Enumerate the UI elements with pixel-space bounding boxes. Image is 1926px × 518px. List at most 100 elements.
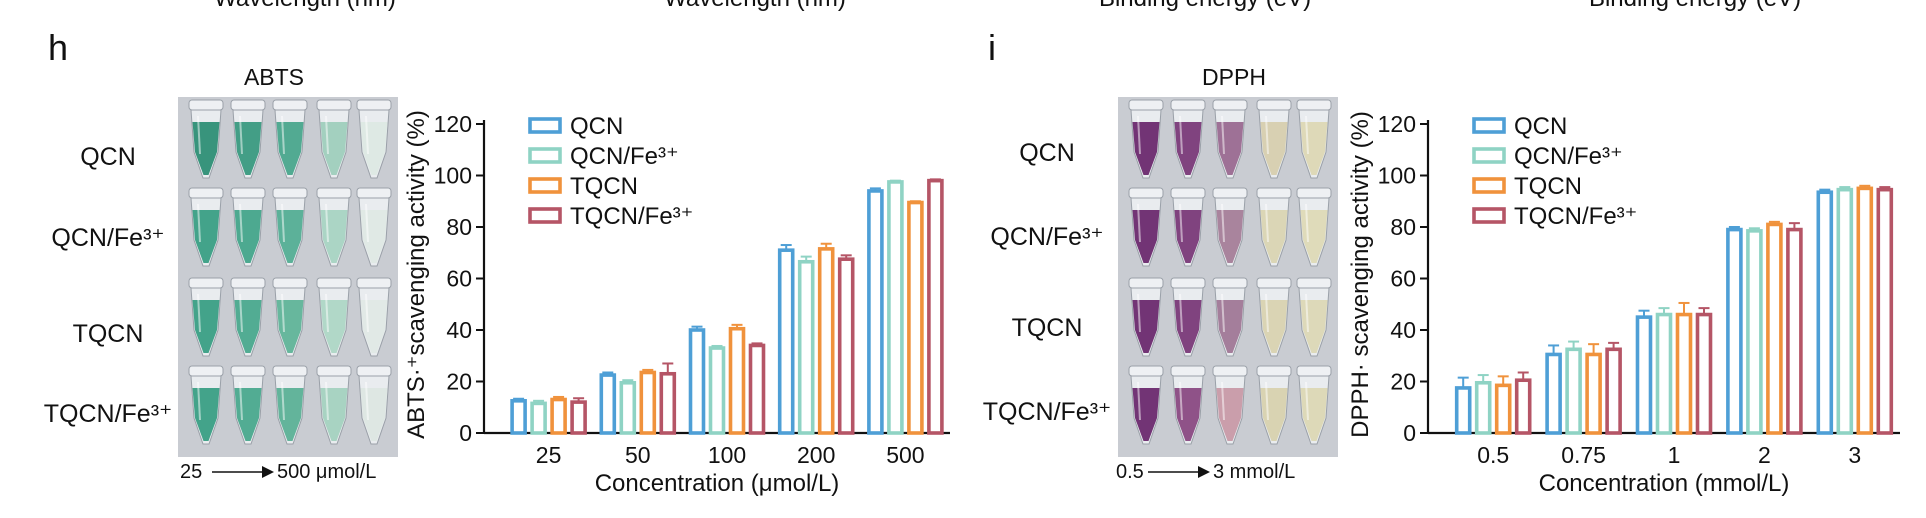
x-tick-label: 1 [1668, 442, 1681, 468]
dpph-tube-r1-c2 [1170, 99, 1206, 179]
bar-1-0.75 [1545, 352, 1562, 435]
row-label-qcn: QCN [1019, 139, 1075, 167]
abts-tube-r4-c5 [356, 365, 392, 445]
bar-2-1 [1655, 312, 1673, 435]
bar-2-25 [530, 401, 547, 435]
bar-3-25 [550, 397, 567, 435]
dpph-tube-r3-c1 [1128, 277, 1164, 357]
y-tick-label: 120 [434, 111, 472, 137]
dpph-tube-r1-c4 [1256, 99, 1292, 179]
dpph-tube-r1-c5 [1296, 99, 1332, 179]
abts-tube-r2-c2 [230, 187, 266, 267]
legend-label: TQCN [570, 173, 638, 200]
photo-title-dpph: DPPH [1202, 64, 1266, 90]
bar-1-25 [510, 399, 527, 435]
dpph-tube-r4-c5 [1296, 365, 1332, 445]
bar-1-500 [867, 189, 884, 435]
bar-1-2 [1726, 227, 1743, 435]
abts-tube-r1-c4 [316, 99, 352, 179]
y-tick-label: 60 [446, 266, 472, 292]
range-start-h: 25 [180, 461, 202, 483]
dpph-tube-r1-c1 [1128, 99, 1164, 179]
abts-tube-r3-c1 [188, 277, 224, 357]
range-start-i: 0.5 [1116, 461, 1144, 483]
legend-entry-3: TQCN [528, 173, 638, 200]
bar-2-3 [1836, 187, 1854, 435]
legend-swatch [1472, 147, 1506, 164]
bar-2-50 [619, 380, 637, 435]
range-end-h: 500 μmol/L [277, 461, 376, 483]
bar-3-500 [907, 200, 924, 435]
dpph-tube-r2-c3 [1212, 187, 1248, 267]
legend-label: TQCN [1514, 173, 1582, 200]
y-tick-label: 20 [1390, 369, 1416, 395]
y-tick-label: 100 [1378, 163, 1416, 189]
legend-swatch [528, 147, 562, 164]
x-tick-label: 100 [708, 442, 746, 468]
legend-entry-1: QCN [1472, 113, 1567, 140]
dpph-tube-r3-c2 [1170, 277, 1206, 357]
bar-3-0.5 [1494, 383, 1512, 435]
legend-label: QCN [1514, 113, 1567, 140]
row-label-tqcn-fe: TQCN/Fe³⁺ [983, 398, 1111, 426]
dpph-tube-r2-c2 [1170, 187, 1206, 267]
bar-1-50 [599, 373, 617, 435]
x-tick-label: 500 [886, 442, 924, 468]
panel-i: i DPPH QCN QCN/Fe³⁺ TQCN TQCN/Fe³⁺ 0.5 3… [983, 27, 1900, 497]
bar-3-100 [728, 326, 746, 435]
dpph-tube-r4-c1 [1128, 365, 1164, 445]
y-tick-label: 100 [434, 163, 472, 189]
photo-title-abts: ABTS [244, 64, 304, 90]
bar-1-3 [1816, 190, 1834, 435]
panel-h: h ABTS QCN QCN/Fe³⁺ TQCN TQCN/Fe³⁺ 25 50… [44, 27, 950, 497]
y-tick-label: 20 [446, 369, 472, 395]
legend-swatch [528, 177, 562, 194]
bar-3-200 [817, 247, 835, 435]
top-fragment-2: Wavelength (nm) [664, 0, 846, 12]
y-tick-label: 40 [1390, 317, 1416, 343]
x-tick-label: 2 [1758, 442, 1771, 468]
x-axis-label: Concentration (μmol/L) [595, 470, 840, 497]
photo-row-labels-h: QCN QCN/Fe³⁺ TQCN TQCN/Fe³⁺ [44, 143, 172, 428]
legend-entry-2: QCN/Fe³⁺ [528, 143, 679, 170]
chart-abts: 0 20 40 60 80 100 120 25 50 100 200 500 Concentratio… [403, 110, 950, 497]
bar-4-0.75 [1605, 347, 1622, 435]
abts-tube-r2-c3 [272, 187, 308, 267]
abts-tube-r4-c4 [316, 365, 352, 445]
legend-label: QCN [570, 113, 623, 140]
abts-tube-r4-c2 [230, 365, 266, 445]
bar-3-2 [1766, 222, 1783, 435]
abts-tube-r3-c3 [272, 277, 308, 357]
abts-tube-r1-c3 [272, 99, 308, 179]
y-tick-label: 80 [1390, 214, 1416, 240]
x-tick-label: 0.75 [1561, 442, 1606, 468]
abts-tube-r1-c1 [188, 99, 224, 179]
legend-entry-1: QCN [528, 113, 623, 140]
dpph-tube-r4-c3 [1212, 365, 1248, 445]
legend-label: TQCN/Fe³⁺ [570, 203, 693, 230]
row-label-qcn-fe: QCN/Fe³⁺ [990, 223, 1103, 251]
bar-3-0.75 [1585, 352, 1602, 435]
y-tick-label: 0 [459, 420, 472, 446]
dpph-range-arrow: 0.5 3 mmol/L [1116, 461, 1295, 483]
bar-4-3 [1876, 187, 1894, 435]
bar-4-200 [837, 257, 855, 435]
abts-tube-r2-c5 [356, 187, 392, 267]
bar-1-200 [777, 248, 795, 435]
bar-1-1 [1635, 315, 1653, 435]
panel-letter-h: h [48, 27, 68, 68]
legend-swatch [1472, 177, 1506, 194]
legend-swatch [528, 207, 562, 224]
legend-label: QCN/Fe³⁺ [570, 143, 679, 170]
dpph-tube-r3-c4 [1256, 277, 1292, 357]
abts-tube-r3-c2 [230, 277, 266, 357]
bar-1-0.5 [1454, 386, 1472, 435]
top-fragments: Wavelength (nm) Wavelength (nm) Binding … [214, 0, 1801, 12]
x-tick-label: 3 [1848, 442, 1861, 468]
legend-entry-2: QCN/Fe³⁺ [1472, 143, 1623, 170]
legend-swatch [528, 117, 562, 134]
dpph-tube-r4-c2 [1170, 365, 1206, 445]
y-tick-label: 80 [446, 214, 472, 240]
bar-4-25 [570, 400, 587, 435]
